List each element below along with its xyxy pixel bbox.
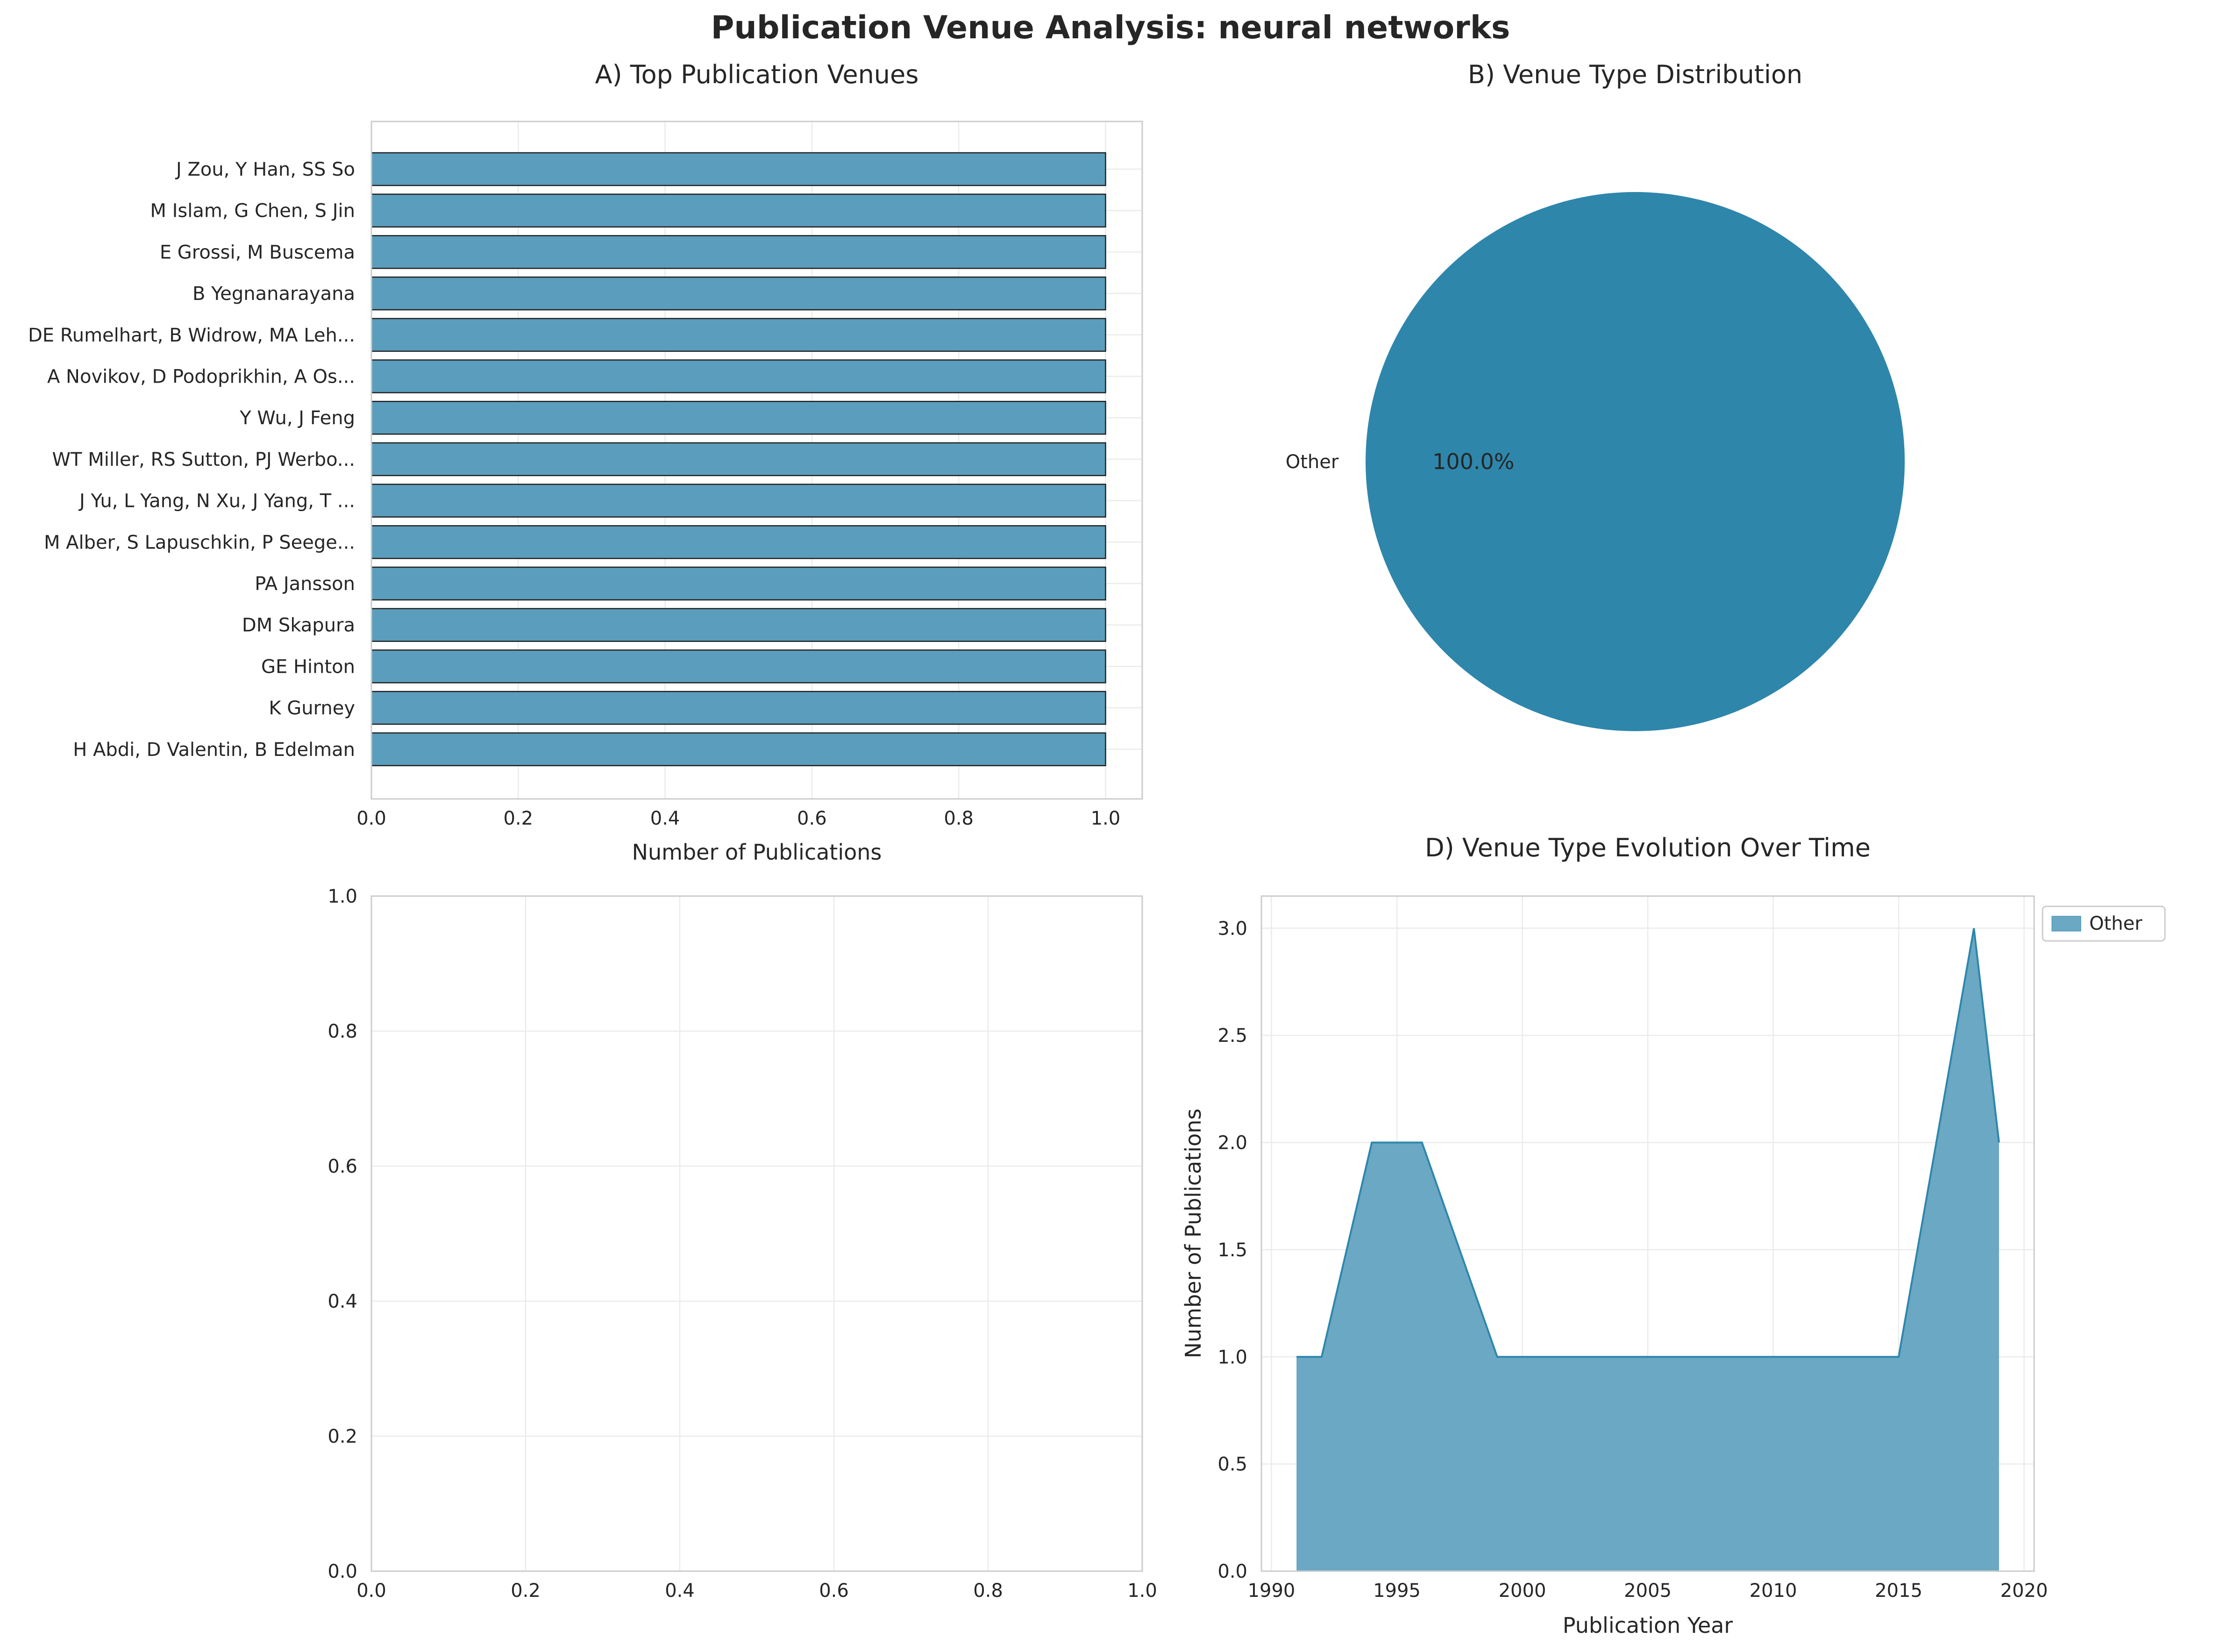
panel-d-area xyxy=(1296,928,2000,1571)
panel-c-x-tick-label: 0.0 xyxy=(356,1580,386,1602)
panel-d-area-line-other xyxy=(1296,928,2000,1358)
panel-a-category-label: WT Miller, RS Sutton, PJ Werbo... xyxy=(52,449,356,470)
panel-d-area-fill-other xyxy=(1296,928,1999,1571)
panel-c-x-ticks: 0.0 0.2 0.4 0.6 0.8 1.0 xyxy=(356,1580,1157,1602)
panel-a-bar xyxy=(370,691,1106,725)
panel-a-bar xyxy=(370,649,1106,684)
panel-d-venue-evolution-chart: D) Venue Type Evolution Over Time 1990 19… xyxy=(1181,833,2166,1638)
panel-a-bar xyxy=(370,276,1106,311)
legend-swatch-other xyxy=(2051,916,2081,932)
panel-c-x-tick-label: 0.6 xyxy=(819,1580,849,1602)
panel-a-top-venues-chart: A) Top Publication Venues J Zou, Y Han, … xyxy=(28,60,1143,865)
panel-a-category-label: M Islam, G Chen, S Jin xyxy=(150,200,355,222)
panel-c-y-tick-label: 0.8 xyxy=(327,1021,357,1042)
panel-d-y-tick-label: 3.0 xyxy=(1217,918,1247,940)
panel-d-frame xyxy=(1260,895,2035,1572)
panel-a-bar xyxy=(370,152,1106,186)
panel-a-bar xyxy=(370,359,1106,393)
panel-c-x-tick-label: 0.8 xyxy=(973,1580,1003,1602)
panel-c-y-ticks: 0.0 0.2 0.4 0.6 0.8 1.0 xyxy=(327,886,357,1582)
panel-b-slice-label: Other xyxy=(1286,451,1339,473)
panel-d-x-tick-label: 2005 xyxy=(1624,1580,1672,1602)
panel-d-x-tick-label: 2020 xyxy=(2000,1580,2048,1602)
panel-a-frame xyxy=(370,121,1143,800)
panel-a-bar xyxy=(370,525,1106,559)
panel-c-x-tick-label: 1.0 xyxy=(1127,1580,1157,1602)
panel-d-y-axis-label: Number of Publications xyxy=(1181,1109,1206,1359)
panel-a-x-tick-label: 0.0 xyxy=(356,808,386,829)
panel-a-bar xyxy=(370,235,1106,269)
panel-d-x-tick-label: 1990 xyxy=(1248,1580,1296,1602)
panel-c-empty-chart: 0.0 0.2 0.4 0.6 0.8 1.0 0.0 0.2 0.4 0.6 0.8 1.0 xyxy=(327,886,1157,1602)
panel-c-gridlines xyxy=(370,895,1143,1572)
panel-a-bar xyxy=(370,484,1106,518)
panel-d-y-tick-label: 2.5 xyxy=(1217,1025,1247,1047)
panel-a-bars xyxy=(370,152,1106,767)
panel-a-category-label: DM Skapura xyxy=(242,615,355,636)
panel-c-x-tick-label: 0.2 xyxy=(511,1580,541,1602)
panel-a-category-label: M Alber, S Lapuschkin, P Seege... xyxy=(44,532,355,553)
panel-a-category-label: PA Jansson xyxy=(255,573,355,595)
panel-b-pie: Other 100.0% xyxy=(1286,192,1905,731)
panel-a-category-label: E Grossi, M Buscema xyxy=(160,242,355,263)
panel-a-category-labels: J Zou, Y Han, SS So M Islam, G Chen, S Ji… xyxy=(28,159,355,761)
panel-a-category-label: H Abdi, D Valentin, B Edelman xyxy=(73,739,355,761)
panel-a-x-ticks: 0.0 0.2 0.4 0.6 0.8 1.0 xyxy=(356,808,1120,829)
panel-c-y-tick-label: 0.4 xyxy=(327,1291,357,1312)
panel-a-bar xyxy=(370,318,1106,352)
panel-a-x-tick-label: 0.6 xyxy=(797,808,827,829)
panel-a-x-tick-label: 0.4 xyxy=(650,808,680,829)
panel-a-x-tick-label: 0.8 xyxy=(944,808,974,829)
panel-c-y-tick-label: 1.0 xyxy=(327,886,357,907)
panel-a-bar xyxy=(370,400,1106,435)
panel-d-x-tick-label: 2000 xyxy=(1499,1580,1546,1602)
panel-a-bar xyxy=(370,566,1106,601)
panel-a-title: A) Top Publication Venues xyxy=(595,60,919,89)
panel-c-y-tick-label: 0.2 xyxy=(327,1426,357,1447)
panel-b-pie-slice xyxy=(1366,192,1905,731)
panel-d-y-tick-label: 0.5 xyxy=(1217,1454,1247,1475)
panel-c-frame xyxy=(370,895,1143,1572)
panel-a-x-tick-label: 1.0 xyxy=(1091,808,1121,829)
panel-c-y-tick-label: 0.6 xyxy=(327,1156,357,1177)
panel-a-category-label: A Novikov, D Podoprikhin, A Os... xyxy=(47,366,355,388)
panel-d-y-tick-label: 0.0 xyxy=(1217,1561,1247,1582)
panel-d-x-axis-label: Publication Year xyxy=(1563,1613,1733,1638)
panel-c-y-tick-label: 0.0 xyxy=(327,1561,357,1582)
panel-a-category-label: GE Hinton xyxy=(261,656,355,677)
legend-label-other: Other xyxy=(2089,913,2143,934)
panel-a-category-label: DE Rumelhart, B Widrow, MA Leh... xyxy=(28,325,355,346)
panel-a-category-label: Y Wu, J Feng xyxy=(239,407,355,429)
panel-a-bar xyxy=(370,193,1106,228)
panel-d-y-tick-label: 1.0 xyxy=(1217,1346,1247,1368)
panel-d-y-ticks: 0.0 0.5 1.0 1.5 2.0 2.5 3.0 xyxy=(1217,918,1247,1582)
panel-a-bar xyxy=(370,442,1106,477)
panel-d-x-tick-label: 2015 xyxy=(1875,1580,1922,1602)
panel-a-bar xyxy=(370,608,1106,642)
panel-d-x-tick-label: 1995 xyxy=(1373,1580,1421,1602)
panel-d-y-tick-label: 2.0 xyxy=(1217,1132,1247,1154)
panel-d-x-ticks: 1990 1995 2000 2005 2010 2015 2020 xyxy=(1248,1580,2048,1602)
panel-a-bar xyxy=(370,732,1106,767)
panel-a-category-label: J Zou, Y Han, SS So xyxy=(175,159,355,180)
panel-b-venue-type-pie: B) Venue Type Distribution Other 100.0% xyxy=(1286,60,1905,731)
panel-a-category-label: J Yu, L Yang, N Xu, J Yang, T ... xyxy=(78,491,355,512)
panel-d-y-tick-label: 1.5 xyxy=(1217,1239,1247,1261)
panel-b-slice-percent: 100.0% xyxy=(1432,449,1514,474)
panel-c-x-tick-label: 0.4 xyxy=(665,1580,695,1602)
panel-d-legend: Other xyxy=(2042,905,2166,942)
figure-title: Publication Venue Analysis: neural netwo… xyxy=(711,9,1510,46)
panel-b-title: B) Venue Type Distribution xyxy=(1468,60,1802,89)
panel-a-x-tick-label: 0.2 xyxy=(503,808,533,829)
panel-a-category-label: B Yegnanarayana xyxy=(192,283,355,305)
panel-a-category-label: K Gurney xyxy=(269,698,355,719)
panel-d-x-tick-label: 2010 xyxy=(1750,1580,1797,1602)
panel-d-title: D) Venue Type Evolution Over Time xyxy=(1425,833,1871,862)
panel-a-x-axis-label: Number of Publications xyxy=(632,840,882,865)
legend-frame xyxy=(2042,905,2166,942)
